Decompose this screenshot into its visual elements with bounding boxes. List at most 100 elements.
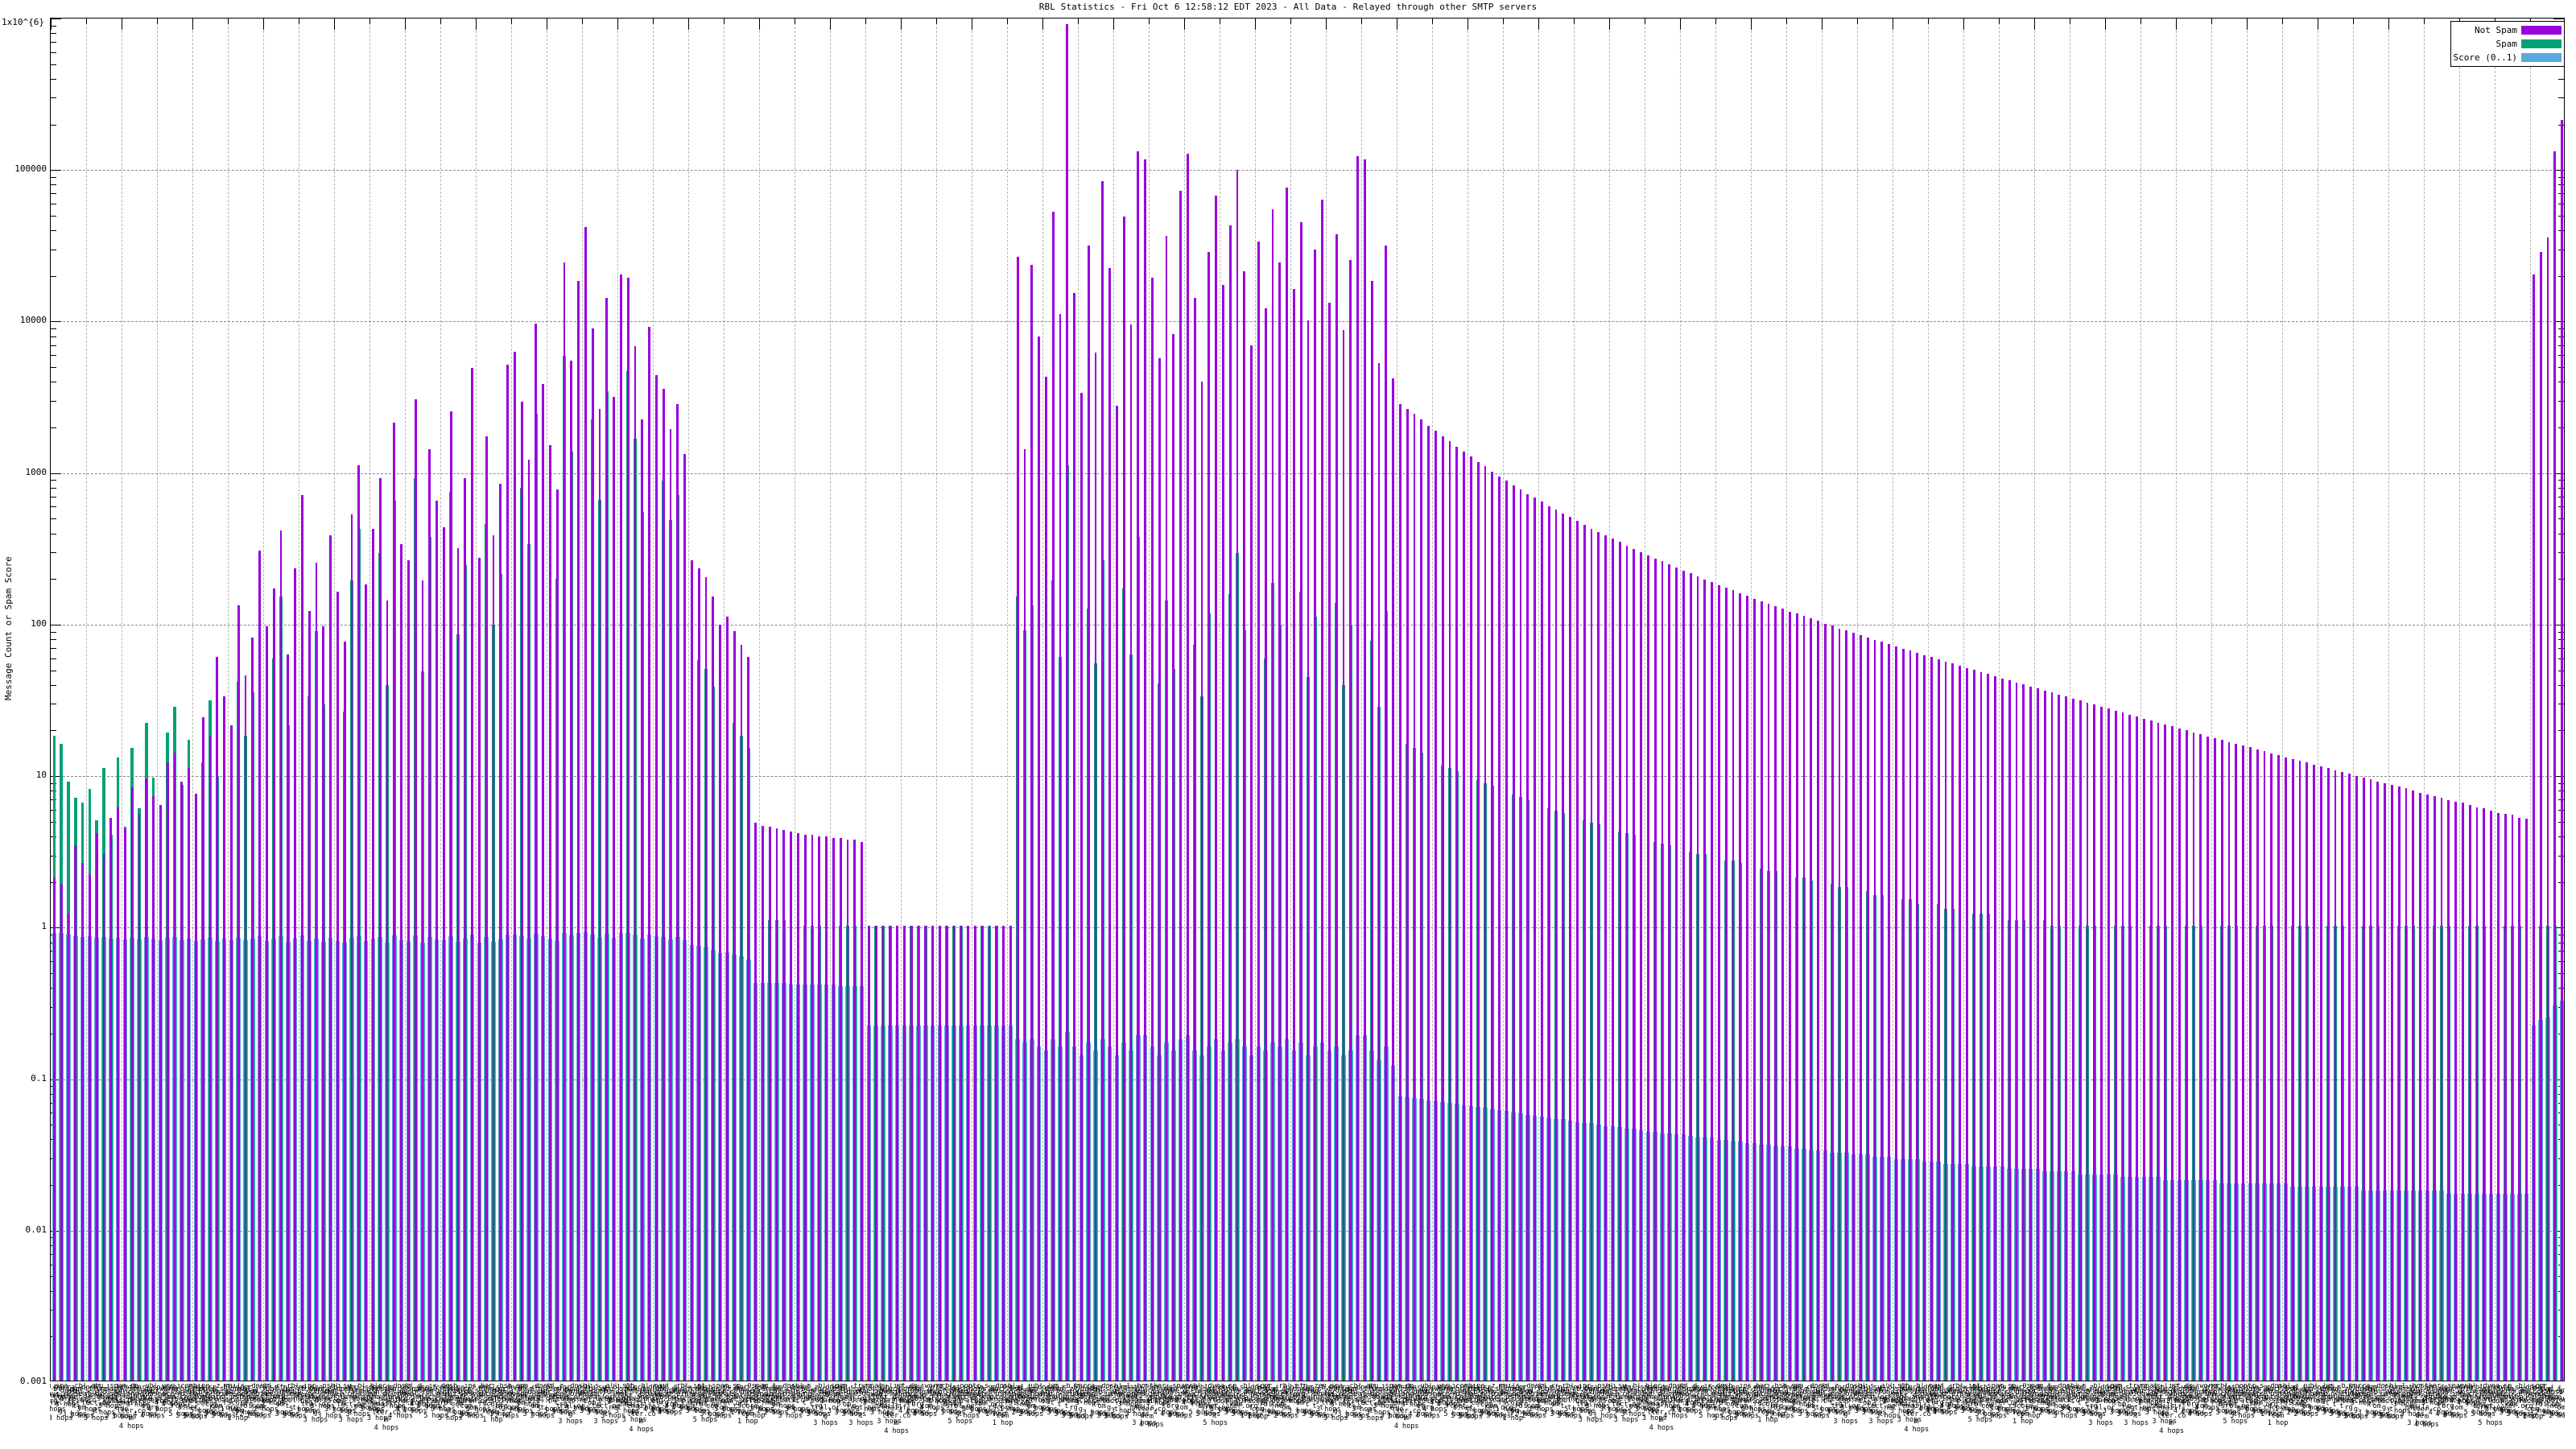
x-axis-tick-label-line: 3 hops: [778, 1411, 803, 1420]
x-axis-tick-label: wormrbl .imp.ch 4 hops: [159, 1385, 188, 1410]
x-axis-tick-label: dnsbl.d ronebl. org 4 hops: [1158, 1387, 1187, 1418]
x-axis-tick-label-line: 4 hops: [1904, 1425, 1930, 1434]
x-axis-tick-label: bl.spam cop.net 3 hops: [1073, 1384, 1103, 1408]
x-axis-tick-label-line: r.net: [2466, 1401, 2487, 1409]
x-axis-tick-label-line: .imp.ch: [1689, 1394, 1719, 1403]
x-axis-tick-label: bl.mail spike.n et 4 hops: [2426, 1385, 2455, 1417]
x-axis-tick-label-line: 1 hop: [2260, 1410, 2281, 1418]
x-axis-tick-label-line: dyna.sp: [697, 1387, 727, 1395]
x-axis-tick-label: dnsbl.z apbl.ne t 5 hops: [535, 1383, 564, 1414]
bar-not-spam: [2490, 810, 2492, 1381]
x-axis-tick-label-line: emailfi: [117, 1399, 147, 1407]
x-axis-tick-label-line: ubl.las: [1030, 1383, 1060, 1390]
x-axis-tick-label-line: bsb.spa: [1009, 1385, 1038, 1393]
x-axis-tick-label-line: 5 hops: [211, 1411, 236, 1420]
x-axis-tick-label-line: list.dn: [889, 1383, 919, 1390]
x-axis-tick-label-line: noptr.s: [1979, 1389, 2009, 1397]
x-axis-tick-label-line: com: [1471, 1399, 1484, 1407]
x-axis-tick-label-line: rg: [304, 1399, 313, 1407]
x-axis-tick-label-line: usionze: [492, 1396, 522, 1405]
x-axis-tick-label-line: 3 hops: [841, 1410, 867, 1418]
bar-not-spam: [1066, 23, 1069, 1381]
x-axis-tick-label-line: 3 hops: [267, 1408, 293, 1417]
x-axis-tick-label: spam.sp amrats. com 5 hops: [2242, 1384, 2271, 1415]
x-axis-tick-label-line: cop.net: [1328, 1393, 1357, 1402]
bar-not-spam: [2136, 716, 2138, 1381]
x-axis-tick-label-line: bl.spam: [1073, 1384, 1103, 1392]
x-axis-tick-label-line: org: [146, 1404, 159, 1412]
x-axis-tick-label-line: emailfi: [372, 1401, 401, 1409]
bar-not-spam: [910, 926, 913, 1381]
x-axis-tick-label-line: 2 hops: [2549, 1411, 2565, 1420]
x-axis-tick-label-line: hback.c: [2050, 1396, 2080, 1405]
x-axis-tick-label-line: 3 hops: [1578, 1416, 1604, 1424]
bar-not-spam: [2447, 799, 2450, 1381]
x-axis-tick-label-line: mlookup: [1774, 1389, 1804, 1398]
x-axis-tick-label-line: .imp.ch: [2447, 1389, 2477, 1398]
bar-not-spam: [1335, 233, 1338, 1381]
x-axis-tick-label-line: d.rbl.m: [1200, 1396, 1230, 1405]
x-axis-tick-label: dnsbl-1 .ucepro tect.ne t 3 hops: [81, 1384, 110, 1423]
x-axis-tick-label-line: com: [2505, 1401, 2518, 1409]
x-axis-tick-label-line: 3 hops: [1089, 1410, 1115, 1418]
x-axis-tick-label-line: b.barra: [811, 1389, 840, 1397]
x-axis-tick-label-line: apbl.ne: [2065, 1391, 2095, 1400]
x-axis-tick-label-line: 2 hops: [2293, 1410, 2319, 1418]
x-axis-tick-label-line: sbl.ano: [365, 1391, 394, 1400]
x-axis-tick-label-line: ubl.las: [266, 1385, 295, 1393]
x-axis-tick-label-line: bl.mail: [130, 1387, 160, 1395]
x-axis-tick-label-line: 3 hops: [1840, 1404, 1865, 1412]
x-axis-tick-label-line: ips.bac: [1739, 1383, 1769, 1390]
bar-not-spam: [1129, 324, 1133, 1381]
bar-not-spam: [514, 351, 516, 1381]
x-axis-tick-label: ix.dnsb l.manit u.net 5 hops: [1959, 1384, 1988, 1415]
x-axis-tick-label-line: mlookup: [1009, 1393, 1038, 1402]
x-axis-tick-label-line: 3 hops: [2308, 1405, 2333, 1414]
bar-not-spam: [1547, 506, 1550, 1381]
x-axis-tick-label-line: tral.or: [1576, 1401, 1605, 1409]
x-axis-tick-label-line: t: [2013, 1401, 2018, 1409]
x-axis-tick-label: bl.scor e.sende rscore. com 1 hop: [2518, 1383, 2547, 1422]
legend-item-spam[interactable]: Spam: [2454, 37, 2562, 51]
x-axis-tick-label-line: 4 hops: [919, 1404, 944, 1412]
x-axis-tick-label: ubl.uns ubscore .com 4 hops: [2441, 1389, 2470, 1420]
x-axis-tick-label: all.s5h .net 3 hops: [1371, 1387, 1400, 1411]
x-axis-tick-label: rbl.efn et.org 3 hops: [514, 1385, 543, 1410]
legend-item-score-0-1[interactable]: Score (0..1): [2454, 51, 2562, 64]
bar-not-spam: [839, 838, 842, 1381]
x-axis-tick-label-line: ma.junk: [1137, 1389, 1166, 1398]
x-axis-tick-label-line: 1 hop: [2005, 1408, 2026, 1417]
x-axis-tick-label-line: ronebl.: [1923, 1391, 1953, 1400]
x-axis-tick-label: list.dn swl.org 3 hops: [889, 1383, 918, 1406]
x-axis-tick-label-line: dnsbl.j: [1505, 1385, 1534, 1393]
bar-not-spam: [2164, 724, 2167, 1381]
x-axis-tick-label-line: 5 hops: [714, 1405, 739, 1414]
x-axis-tick-label-line: m: [1149, 1413, 1154, 1421]
x-axis-tick-label-line: truncat: [1873, 1389, 1903, 1397]
x-axis-tick-label: dyna.sp amrats. com 5 hops: [443, 1385, 472, 1417]
x-axis-tick-label-line: dnsbl.s: [527, 1389, 557, 1397]
x-axis-tick-label-line: .net: [1624, 1402, 1642, 1410]
x-axis-tick-label: bl.scor e.sende rscore. com 1 hop: [478, 1385, 507, 1425]
x-axis-tick-label-line: b.barra: [2341, 1383, 2371, 1390]
x-axis-tick-label-line: com: [1251, 1405, 1265, 1414]
x-axis-tick-label-line: apbl.ne: [790, 1391, 819, 1400]
x-axis-tick-label-line: t: [2388, 1405, 2393, 1414]
x-axis-tick-label-line: m: [1404, 1414, 1409, 1422]
x-axis-tick-label-line: bl.mail: [1916, 1383, 1946, 1390]
x-axis-tick-label-line: .com: [151, 1397, 168, 1406]
x-axis-tick-label-line: nmails.: [1640, 1399, 1670, 1407]
x-axis-tick-label: bl.spam cop.net 3 hops: [564, 1389, 592, 1413]
bar-not-spam: [2546, 237, 2549, 1381]
x-axis-tick-label: rbl.ipr ange.ne t 5 hops: [1562, 1383, 1591, 1414]
x-axis-tick-label-line: cbl.abu: [584, 1385, 613, 1393]
x-axis-tick-label-line: orbs.ne: [2100, 1391, 2130, 1400]
x-axis-tick-label-line: klist.d: [357, 1389, 387, 1398]
legend-item-not-spam[interactable]: Not Spam: [2454, 23, 2562, 37]
x-axis-tick-label-line: obion.c: [1271, 1396, 1301, 1405]
bar-not-spam: [605, 297, 609, 1381]
x-axis-tick-label-line: 3 hops: [1592, 1411, 1617, 1420]
